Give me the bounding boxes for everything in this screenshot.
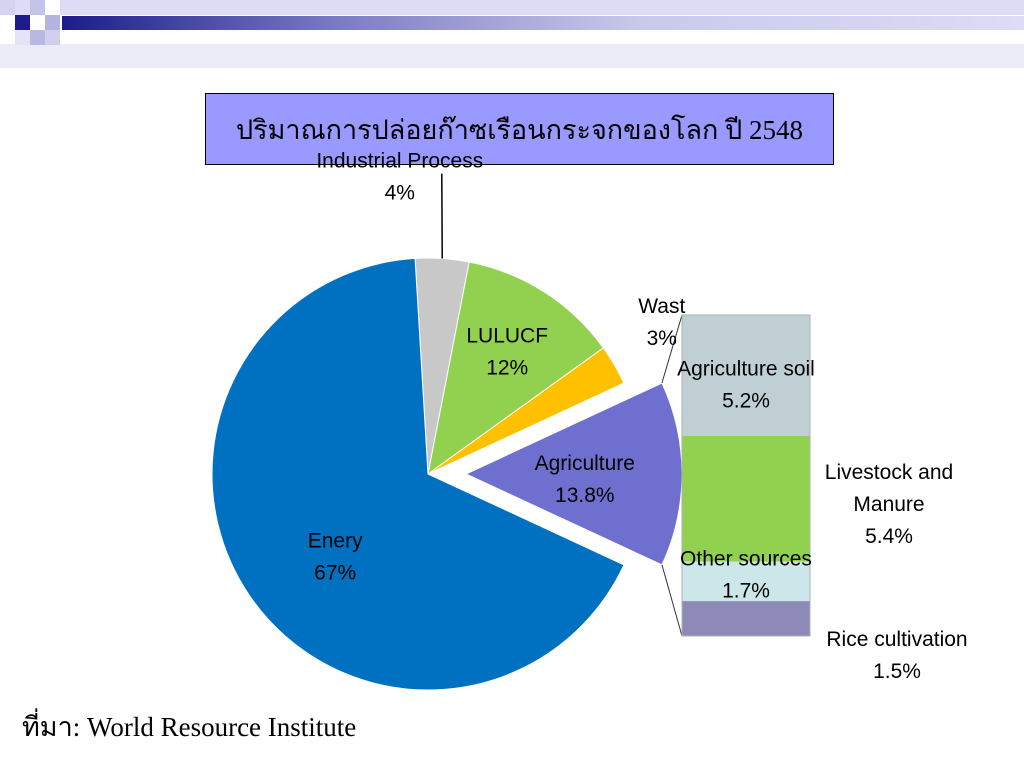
connector-line-top [661, 314, 683, 384]
bar-label-other-sources-value: 1.7% [722, 580, 770, 603]
bar-label-livestock-and-manure-name-1: Livestock and [825, 461, 953, 484]
chart-labels: Industrial Process4%LULUCF12%Wast3%Agric… [308, 150, 968, 683]
bar-segment-livestock-and-manure [682, 435, 810, 562]
header-decoration [0, 0, 1024, 68]
pie-label-lulucf-name: LULUCF [466, 324, 548, 347]
pie-label-enery-value: 67% [314, 561, 356, 584]
pie-label-wast-name: Wast [638, 295, 685, 318]
pie-slice-wast [427, 347, 625, 475]
bar-label-other-sources-name: Other sources [680, 548, 812, 571]
chart-title-text: ปริมาณการปล่อยก๊าซเรือนกระจกของโลก ปี 25… [235, 114, 804, 145]
pie-label-enery-name: Enery [308, 529, 363, 552]
pie-label-wast-value: 3% [647, 327, 677, 350]
bar-segment-rice-cultivation [682, 601, 810, 636]
pie-slice-lulucf [427, 261, 605, 476]
pie-label-agriculture-name: Agriculture [535, 452, 635, 475]
bar-label-agriculture-soil-value: 5.2% [722, 389, 770, 412]
bar-segment-agriculture-soil [682, 315, 810, 436]
bar-label-rice-cultivation-name: Rice cultivation [826, 628, 967, 651]
bar-segment-other-sources [682, 561, 810, 602]
bar-label-rice-cultivation-value: 1.5% [873, 660, 921, 683]
pie-label-industrial-process-value: 4% [385, 182, 415, 205]
pie-label-agriculture-value: 13.8% [555, 484, 615, 507]
source-note: ที่มา: World Resource Institute [22, 712, 357, 742]
pie-label-industrial-process-name: Industrial Process [316, 150, 483, 173]
pie-slice-enery [211, 257, 625, 691]
pie-bar-connectors [661, 314, 683, 637]
pie-label-lulucf-value: 12% [486, 356, 528, 379]
pie-chart [211, 257, 683, 691]
connector-line-bottom [661, 564, 683, 637]
bar-label-livestock-and-manure-value: 5.4% [865, 525, 913, 548]
bar-outline [681, 314, 811, 637]
bar-label-agriculture-soil-name: Agriculture soil [677, 357, 815, 380]
chart-title: ปริมาณการปล่อยก๊าซเรือนกระจกของโลก ปี 25… [205, 93, 834, 165]
stacked-bar-chart [681, 314, 811, 637]
bar-label-livestock-and-manure-name-2: Manure [853, 493, 924, 516]
